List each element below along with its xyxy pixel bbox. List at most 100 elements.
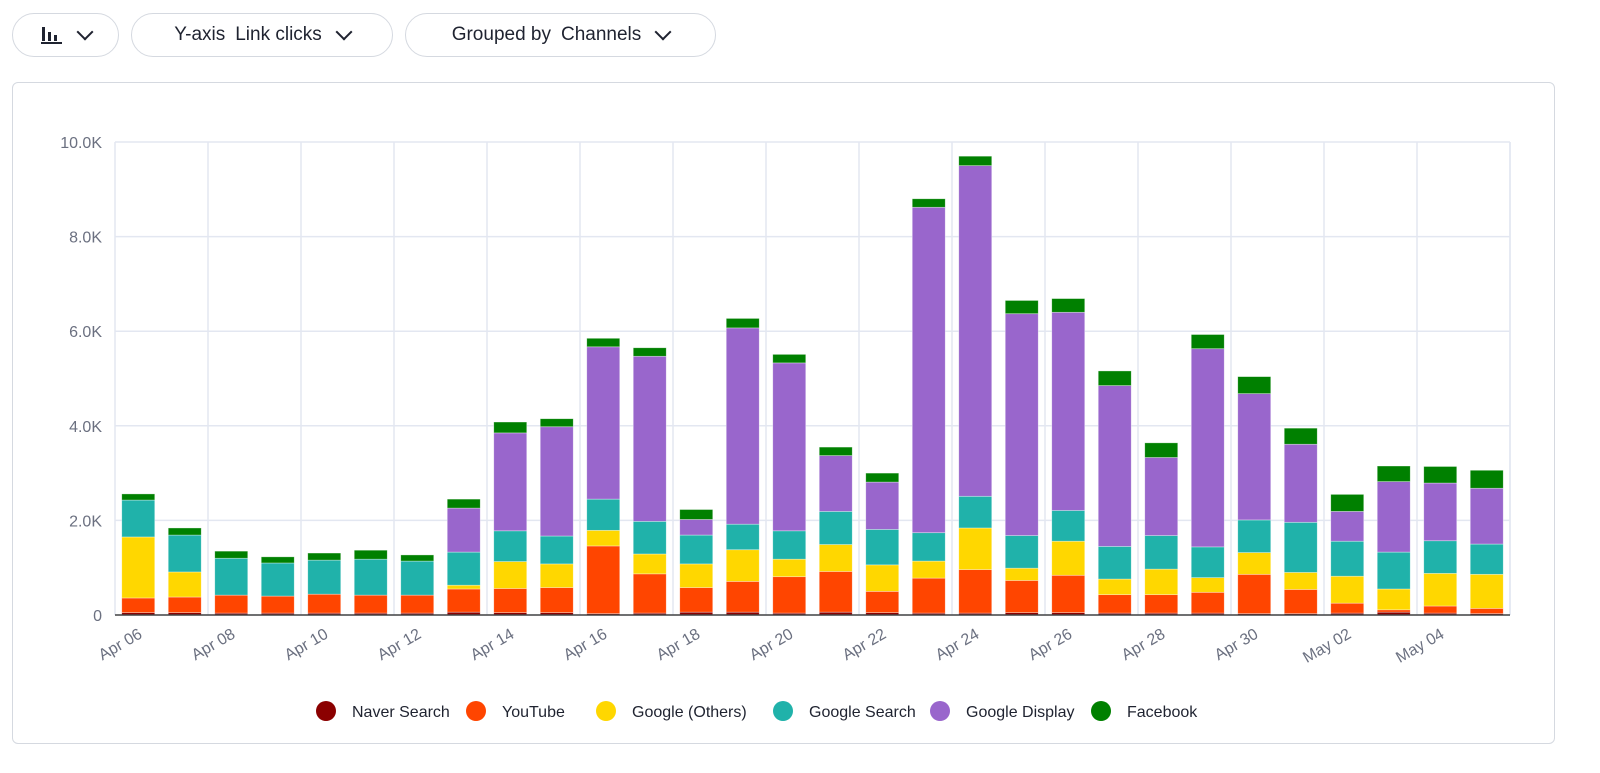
- bar-segment-google-display: [1283, 443, 1318, 523]
- bar-segment-google-search: [493, 530, 528, 562]
- bar-segment-youtube: [167, 596, 202, 613]
- legend-marker-facebook: [1091, 701, 1111, 721]
- bar-segment-google-others-: [772, 558, 807, 578]
- chart-type-button[interactable]: [12, 13, 119, 57]
- bar-segment-google-display: [958, 165, 993, 497]
- x-tick-label: Apr 06: [96, 626, 145, 664]
- bar-segment-google-others-: [446, 584, 481, 590]
- bar-segment-google-search: [679, 534, 714, 565]
- bar-segment-facebook: [958, 155, 993, 167]
- bar-segment-google-display: [1330, 511, 1365, 542]
- x-tick-label: Apr 08: [189, 626, 238, 664]
- bar-segment-google-others-: [818, 544, 853, 572]
- bar-segment-google-display: [446, 507, 481, 553]
- bar-segment-youtube: [632, 573, 667, 614]
- y-axis-value: Link clicks: [235, 24, 322, 45]
- bar-segment-google-search: [167, 534, 202, 573]
- y-axis-dropdown[interactable]: Y-axis Link clicks: [131, 13, 393, 57]
- bar-segment-google-display: [1376, 481, 1411, 553]
- bar-segment-google-search: [1004, 535, 1039, 569]
- bar-segment-facebook: [1330, 494, 1365, 512]
- bar-segment-facebook: [214, 550, 249, 559]
- bar-segment-google-display: [725, 327, 760, 525]
- legend-label[interactable]: Facebook: [1127, 704, 1198, 721]
- bar-segment-google-others-: [1330, 575, 1365, 604]
- bar-segment-google-search: [772, 530, 807, 560]
- bar-segment-google-search: [586, 498, 621, 531]
- bar-segment-google-display: [1097, 385, 1132, 547]
- bar-segment-google-search: [911, 532, 946, 562]
- x-tick-label: Apr 16: [561, 626, 610, 664]
- y-tick-label: 2.0K: [69, 513, 102, 530]
- bar-segment-facebook: [586, 337, 621, 348]
- bar-segment-youtube: [214, 594, 249, 614]
- legend-label[interactable]: Google Display: [966, 704, 1075, 721]
- legend-label[interactable]: Naver Search: [352, 704, 450, 721]
- y-tick-label: 0: [93, 608, 102, 625]
- bar-segment-google-others-: [1283, 572, 1318, 590]
- bar-segment-google-display: [1423, 482, 1458, 542]
- bar-segment-facebook: [167, 527, 202, 536]
- bar-segment-facebook: [818, 446, 853, 456]
- bar-segment-google-others-: [167, 571, 202, 598]
- x-tick-label: Apr 18: [654, 626, 703, 664]
- legend-marker-google-search: [773, 701, 793, 721]
- legend-label[interactable]: Google Search: [809, 704, 916, 721]
- legend-marker-google-display: [930, 701, 950, 721]
- legend-marker-youtube: [466, 701, 486, 721]
- bar-segment-google-search: [1237, 519, 1272, 553]
- y-tick-label: 10.0K: [60, 135, 102, 152]
- group-by-label: Grouped by: [451, 24, 551, 45]
- bar-segment-facebook: [539, 418, 574, 428]
- bar-segment-google-search: [865, 529, 900, 566]
- bar-segment-google-others-: [632, 553, 667, 575]
- bar-segment-google-others-: [539, 563, 574, 588]
- bar-segment-google-search: [1144, 535, 1179, 570]
- y-tick-label: 4.0K: [69, 419, 102, 436]
- bar-segment-google-display: [493, 432, 528, 532]
- bar-segment-youtube: [818, 571, 853, 613]
- group-by-dropdown[interactable]: Grouped by Channels: [405, 13, 716, 57]
- chart-panel: [12, 82, 1555, 744]
- bar-segment-youtube: [260, 595, 295, 614]
- bar-segment-youtube: [1097, 594, 1132, 614]
- bar-segment-google-others-: [1376, 588, 1411, 611]
- x-tick-label: Apr 24: [933, 626, 982, 664]
- bar-segment-youtube: [307, 593, 342, 614]
- bar-segment-google-search: [353, 558, 388, 596]
- bar-segment-google-search: [260, 562, 295, 597]
- bar-segment-google-others-: [1051, 540, 1086, 576]
- bar-segment-youtube: [1237, 573, 1272, 614]
- bar-segment-facebook: [493, 421, 528, 434]
- bar-segment-facebook: [1237, 376, 1272, 394]
- bar-segment-facebook: [1190, 334, 1225, 350]
- legend-marker-google-others-: [596, 701, 616, 721]
- y-axis-label: Y-axis: [174, 24, 226, 45]
- bar-segment-google-display: [539, 426, 574, 537]
- bar-segment-facebook: [121, 493, 156, 501]
- legend-label[interactable]: YouTube: [502, 704, 565, 721]
- legend-label[interactable]: Google (Others): [632, 704, 747, 721]
- x-tick-label: Apr 14: [468, 626, 517, 664]
- bar-segment-google-search: [1283, 521, 1318, 573]
- bar-segment-facebook: [1051, 298, 1086, 313]
- bar-segment-google-others-: [958, 527, 993, 570]
- bar-segment-google-others-: [1237, 552, 1272, 575]
- bar-segment-facebook: [400, 554, 435, 562]
- bar-segment-youtube: [725, 581, 760, 613]
- y-tick-label: 6.0K: [69, 324, 102, 341]
- bar-segment-youtube: [1423, 605, 1458, 614]
- bar-segment-google-others-: [1004, 567, 1039, 581]
- bar-segment-facebook: [772, 354, 807, 364]
- bar-segment-facebook: [260, 556, 295, 564]
- bar-segment-youtube: [1190, 591, 1225, 614]
- bar-segment-google-others-: [1190, 577, 1225, 593]
- bar-segment-google-others-: [1097, 578, 1132, 596]
- bar-segment-facebook: [865, 472, 900, 483]
- bar-segment-youtube: [493, 588, 528, 613]
- bar-chart-icon: [40, 27, 62, 44]
- bar-segment-youtube: [1330, 602, 1365, 614]
- bar-segment-youtube: [1376, 609, 1411, 613]
- bar-segment-youtube: [121, 597, 156, 613]
- bar-segment-google-display: [865, 481, 900, 530]
